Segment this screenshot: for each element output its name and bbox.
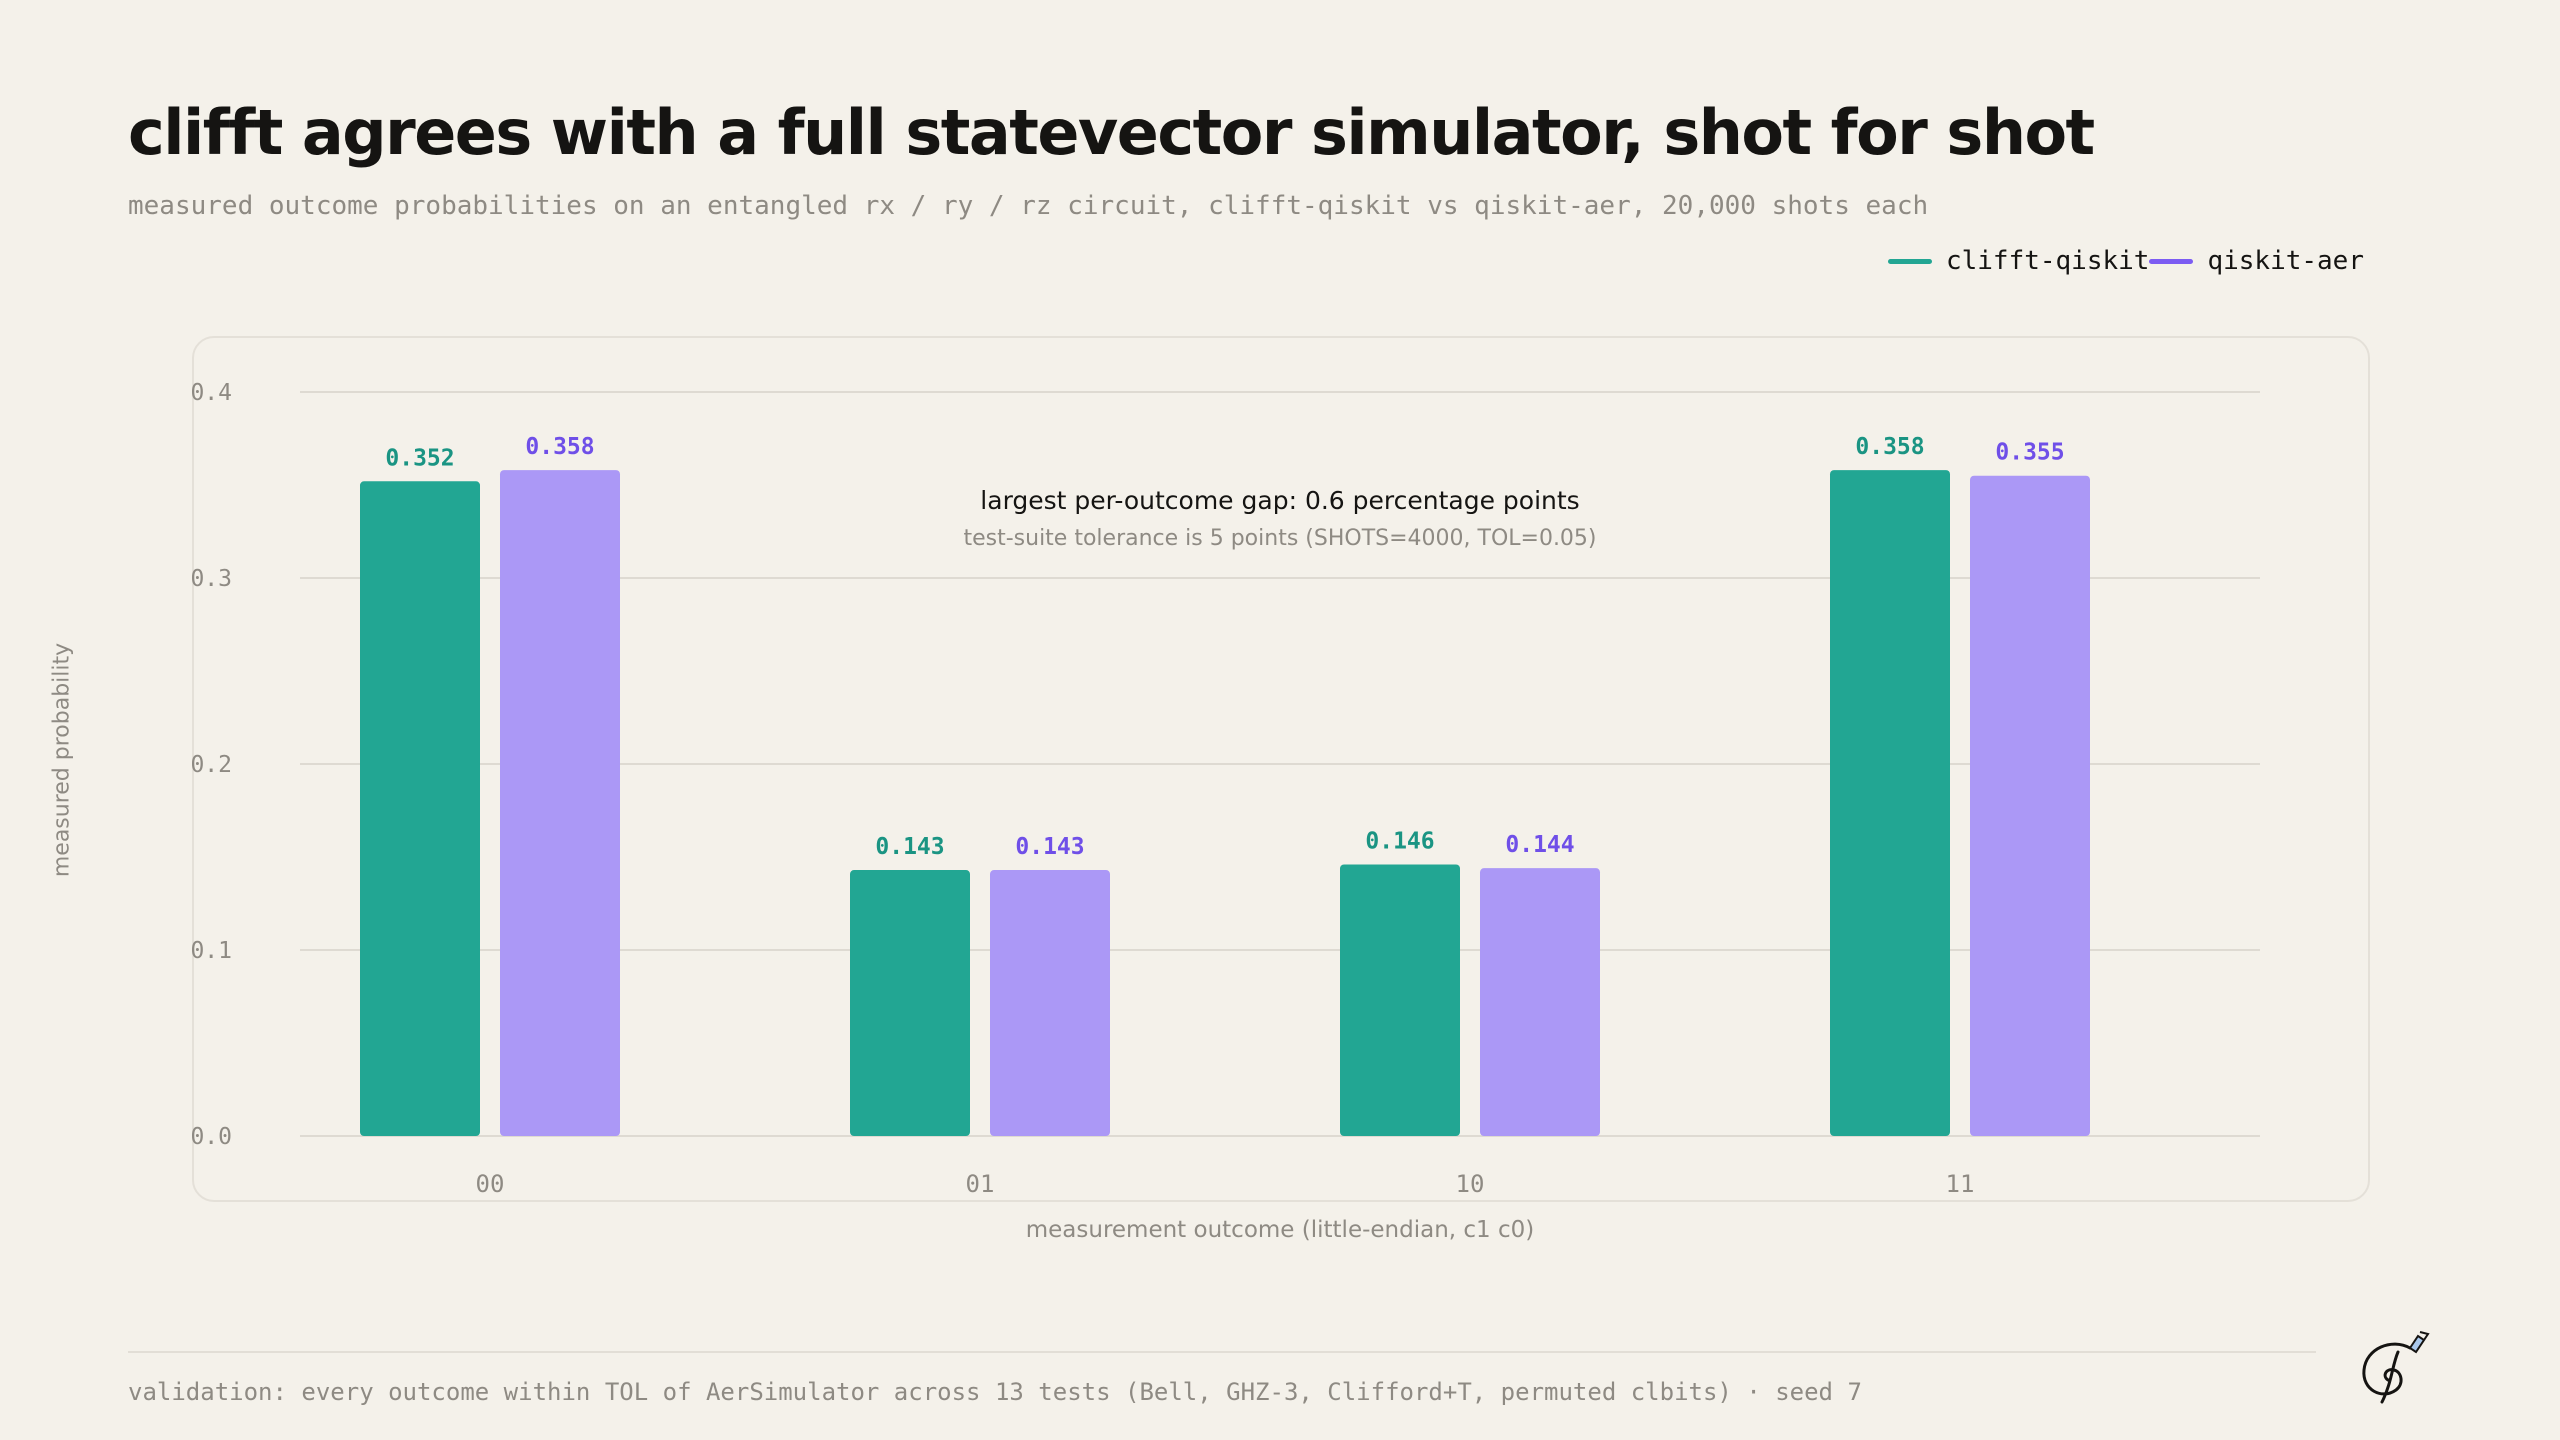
bar-qiskit-aer-10 (1480, 868, 1600, 1136)
legend: clifft-qiskit qiskit-aer (1887, 246, 2364, 276)
x-axis-label: measurement outcome (little-endian, c1 c… (1025, 1217, 1535, 1243)
y-tick-label: 0.4 (190, 380, 232, 406)
bar-qiskit-aer-00 (500, 470, 620, 1136)
bar-clifft-qiskit-00 (360, 481, 480, 1136)
bar-qiskit-aer-01 (990, 870, 1110, 1136)
data-label-clifft-qiskit: 0.146 (1365, 828, 1434, 854)
data-label-qiskit-aer: 0.355 (1995, 440, 2064, 466)
data-label-clifft-qiskit: 0.358 (1855, 434, 1924, 460)
data-label-clifft-qiskit: 0.143 (875, 834, 944, 860)
x-tick-label: 01 (966, 1170, 995, 1198)
y-tick-label: 0.1 (190, 938, 232, 964)
y-axis-label: measured probability (49, 642, 75, 878)
data-label-qiskit-aer: 0.144 (1505, 832, 1574, 858)
legend-item-clifft-qiskit: clifft-qiskit (1887, 246, 2150, 276)
footer-divider (128, 1351, 2316, 1353)
legend-swatch-qiskit-aer (2149, 258, 2194, 264)
legend-label-clifft-qiskit: clifft-qiskit (1945, 246, 2150, 276)
chart-title: clifft agrees with a full statevector si… (128, 96, 2095, 169)
legend-swatch-clifft-qiskit (1887, 258, 1932, 264)
data-label-qiskit-aer: 0.358 (525, 434, 594, 460)
x-tick-label: 00 (476, 1170, 505, 1198)
y-tick-label: 0.0 (190, 1124, 232, 1150)
y-tick-label: 0.3 (190, 566, 232, 592)
chart-subtitle: measured outcome probabilities on an ent… (128, 191, 1929, 221)
bar-qiskit-aer-11 (1970, 475, 2090, 1136)
bar-clifft-qiskit-01 (850, 870, 970, 1136)
data-label-qiskit-aer: 0.143 (1015, 834, 1084, 860)
y-tick-label: 0.2 (190, 752, 232, 778)
tolerance-annotation: test-suite tolerance is 5 points (SHOTS=… (963, 526, 1597, 551)
legend-label-qiskit-aer: qiskit-aer (2207, 246, 2364, 276)
bar-clifft-qiskit-10 (1340, 864, 1460, 1136)
x-tick-label: 11 (1946, 1170, 1975, 1198)
bar-clifft-qiskit-11 (1830, 470, 1950, 1136)
footer-note: validation: every outcome within TOL of … (128, 1378, 1862, 1406)
data-label-clifft-qiskit: 0.352 (385, 445, 454, 471)
gap-annotation: largest per-outcome gap: 0.6 percentage … (980, 486, 1580, 515)
legend-item-qiskit-aer: qiskit-aer (2149, 246, 2364, 276)
clifft-logo-icon (2362, 1331, 2430, 1404)
x-tick-label: 10 (1456, 1170, 1485, 1198)
